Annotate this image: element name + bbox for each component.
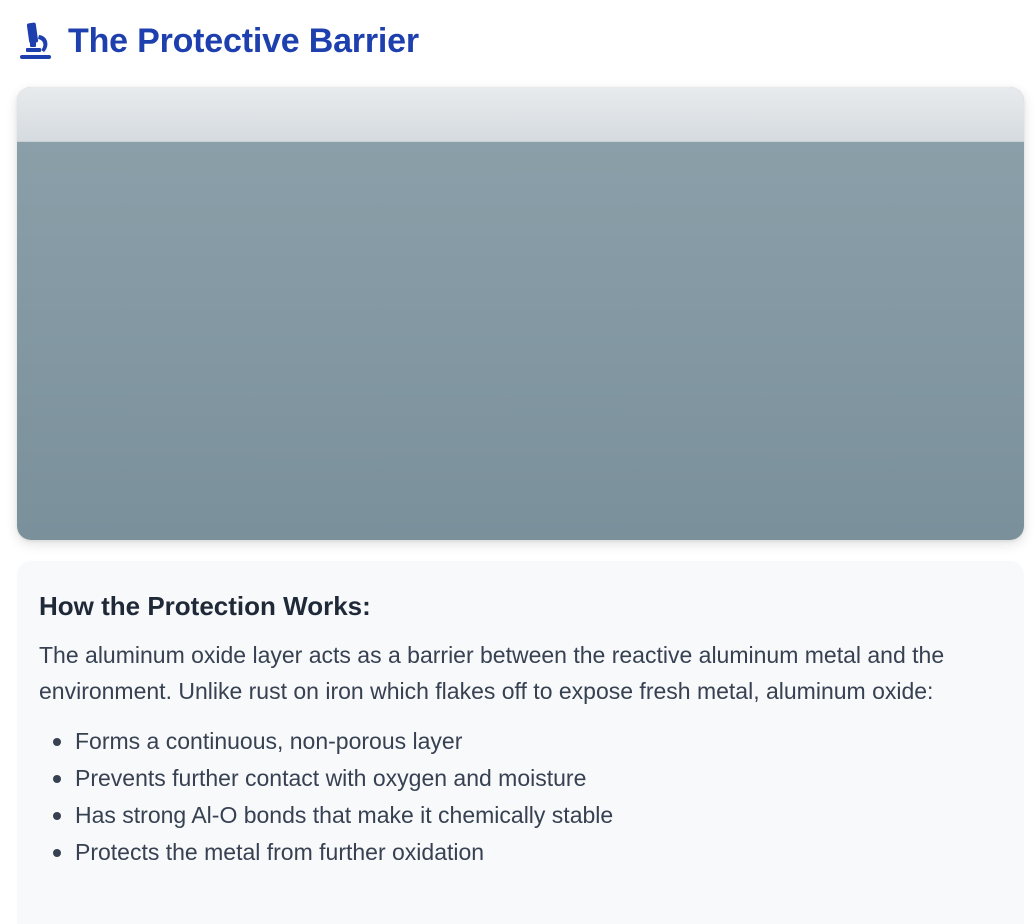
list-item: Forms a continuous, non-porous layer (53, 723, 1002, 760)
info-panel: How the Protection Works: The aluminum o… (17, 561, 1024, 924)
list-item: Prevents further contact with oxygen and… (53, 760, 1002, 797)
list-item: Protects the metal from further oxidatio… (53, 834, 1002, 871)
microscope-icon (17, 21, 54, 61)
list-item: Has strong Al-O bonds that make it chemi… (53, 797, 1002, 834)
page-title: The Protective Barrier (68, 22, 419, 60)
oxide-barrier-diagram (17, 87, 1024, 540)
oxide-layer (17, 87, 1024, 142)
info-paragraph: The aluminum oxide layer acts as a barri… (39, 642, 945, 704)
benefits-list: Forms a continuous, non-porous layer Pre… (39, 723, 1002, 871)
info-heading: How the Protection Works: (39, 591, 371, 621)
aluminum-metal-layer (17, 142, 1024, 540)
page-header: The Protective Barrier (17, 18, 419, 64)
